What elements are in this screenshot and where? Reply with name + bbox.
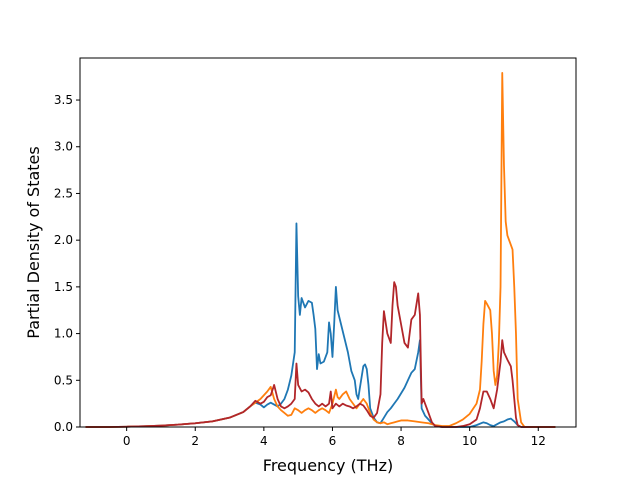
x-axis: 0 2 4 6 8 10 12 bbox=[123, 427, 546, 448]
x-tick-label: 12 bbox=[531, 434, 546, 448]
y-tick-label: 1.5 bbox=[54, 280, 73, 294]
x-tick-label: 10 bbox=[462, 434, 477, 448]
x-axis-label: Frequency (THz) bbox=[263, 456, 393, 475]
y-tick-label: 3.5 bbox=[54, 93, 73, 107]
x-tick-label: 8 bbox=[397, 434, 405, 448]
y-tick-label: 1.0 bbox=[54, 327, 73, 341]
series-line-2 bbox=[85, 72, 556, 428]
x-tick-label: 0 bbox=[123, 434, 131, 448]
x-tick-label: 6 bbox=[329, 434, 337, 448]
x-tick-label: 4 bbox=[260, 434, 268, 448]
plot-frame bbox=[79, 57, 577, 428]
y-axis-label: Partial Density of States bbox=[24, 146, 43, 338]
y-tick-label: 2.0 bbox=[54, 233, 73, 247]
y-tick-label: 3.0 bbox=[54, 140, 73, 154]
x-tick-label: 2 bbox=[191, 434, 199, 448]
y-axis: 0.0 0.5 1.0 1.5 2.0 2.5 3.0 3.5 bbox=[54, 93, 80, 434]
y-tick-label: 0.5 bbox=[54, 373, 73, 387]
y-tick-label: 2.5 bbox=[54, 186, 73, 200]
y-tick-label: 0.0 bbox=[54, 420, 73, 434]
series-line-3 bbox=[85, 281, 556, 428]
